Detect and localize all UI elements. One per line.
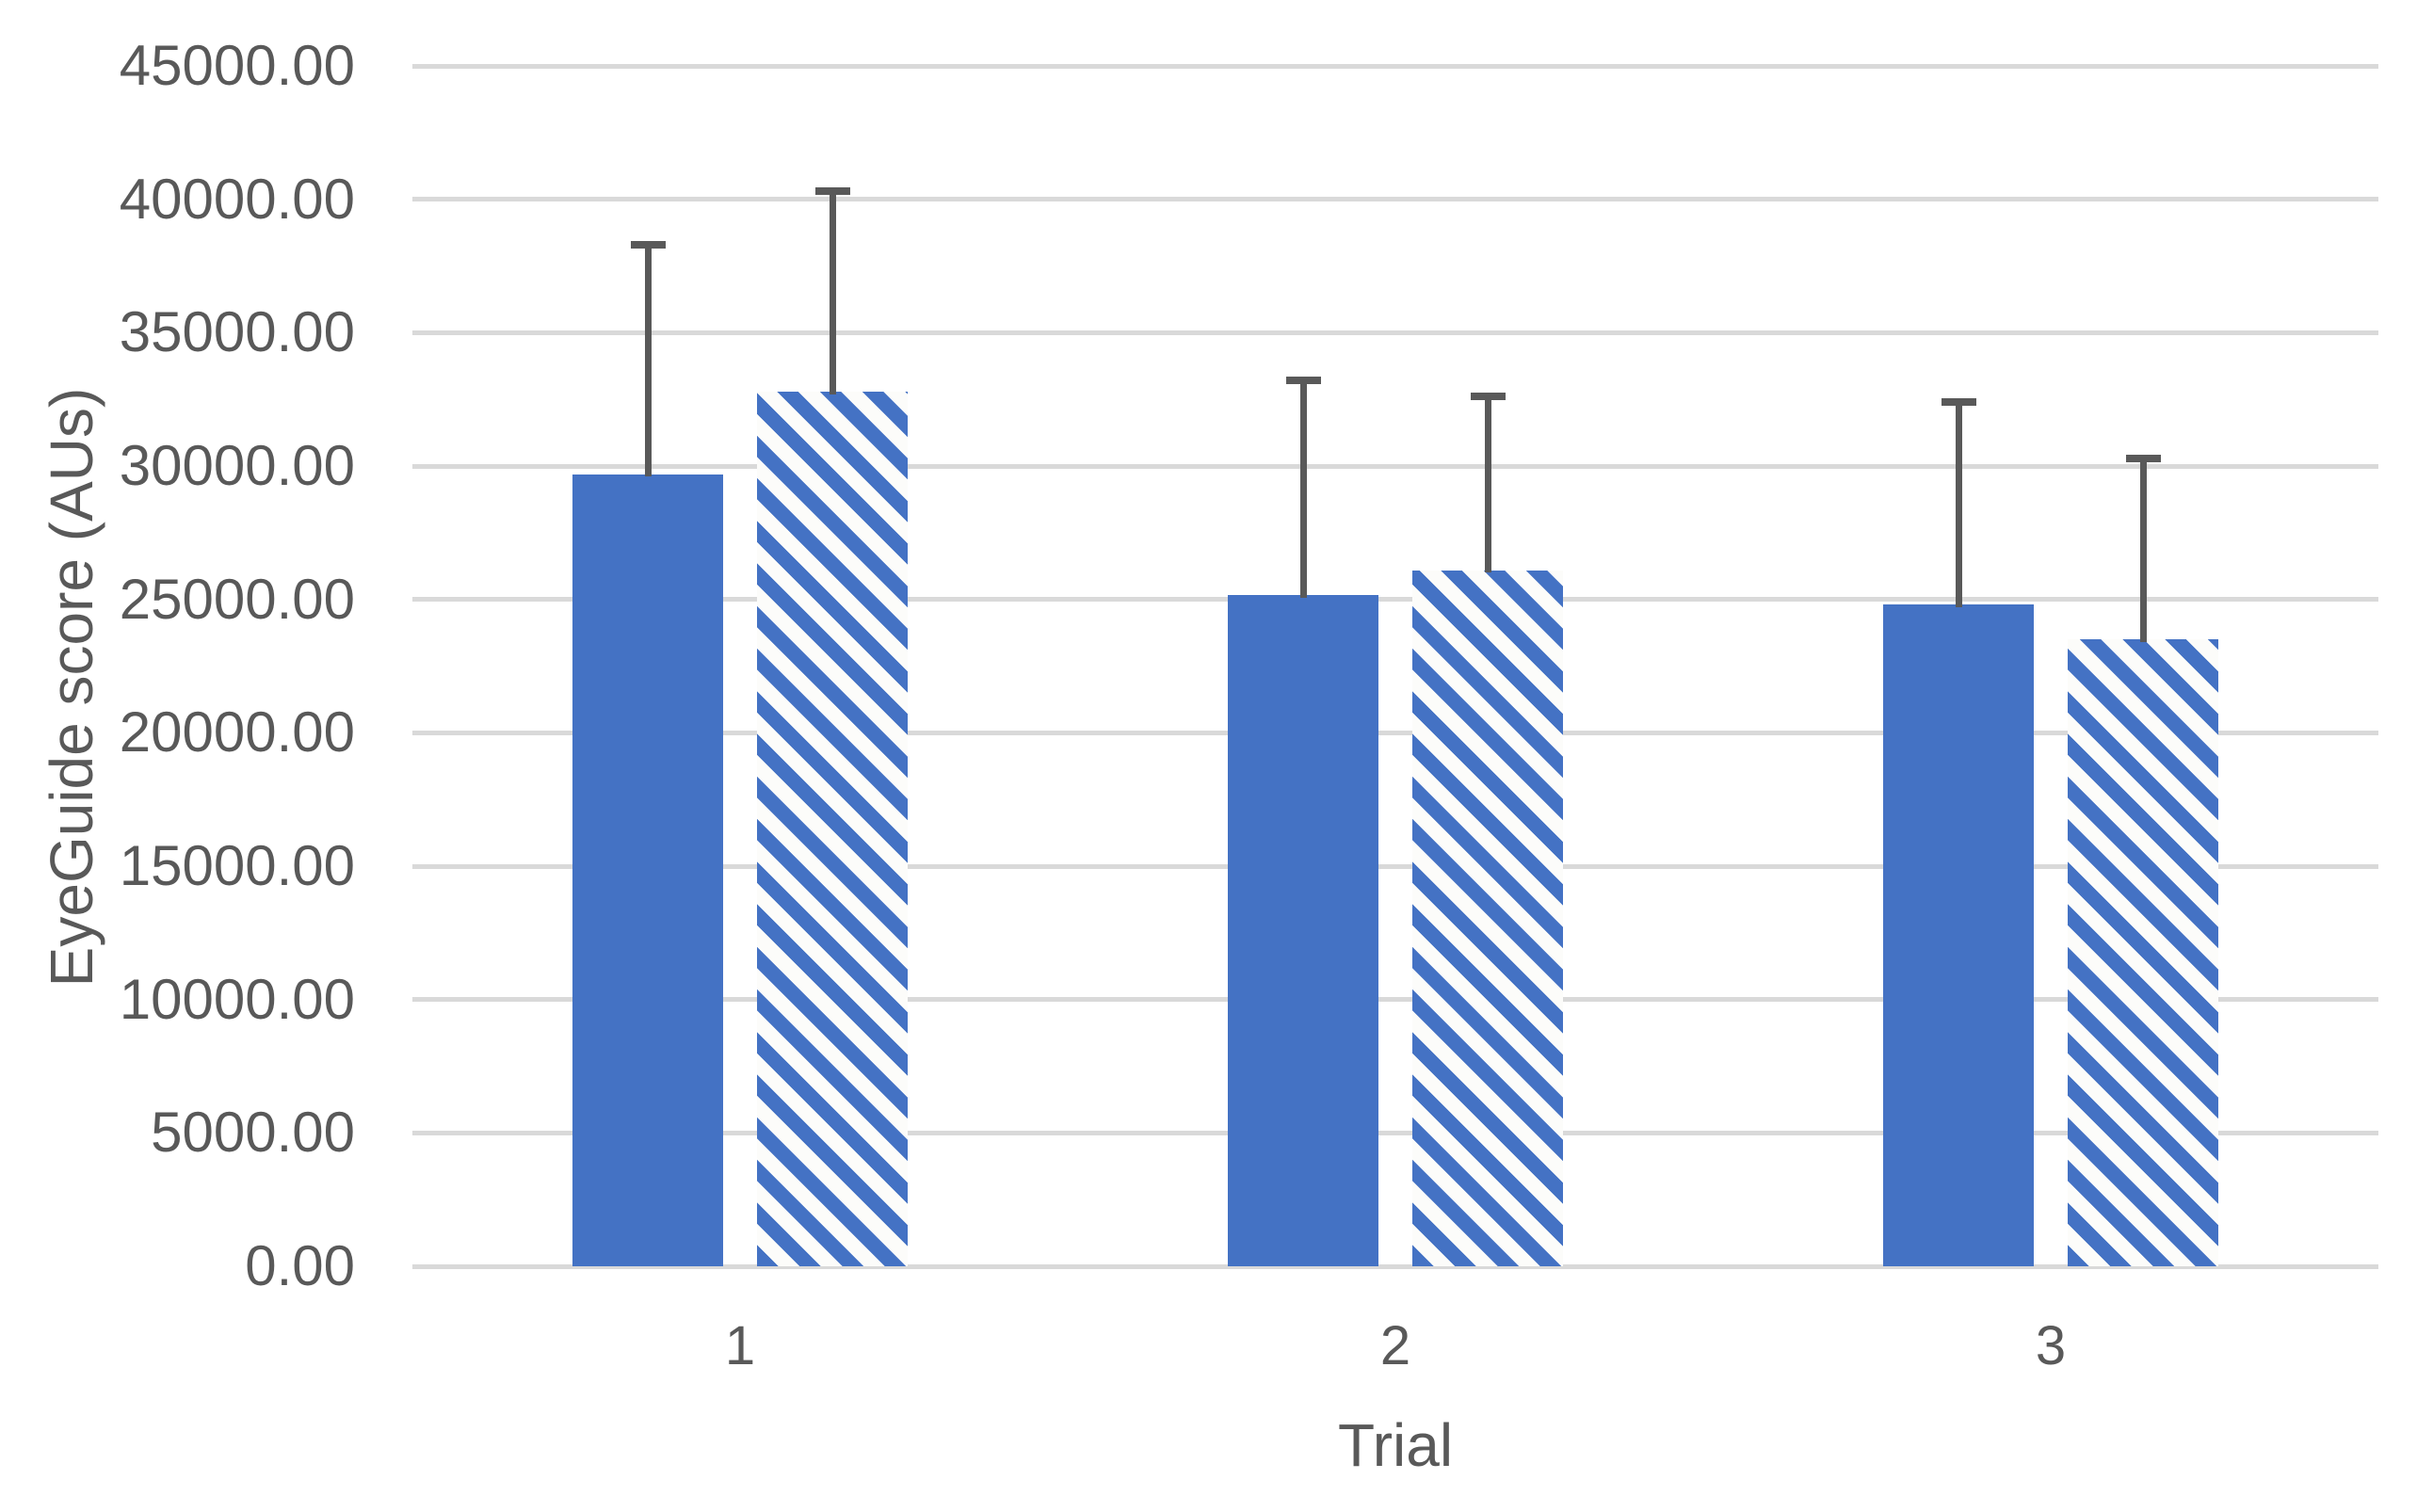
x-axis-title: Trial [1337, 1411, 1454, 1479]
y-tick-label: 25000.00 [119, 567, 355, 631]
error-bar-stem-trial-3-solid-blue[interactable] [1955, 402, 1962, 608]
y-tick-label: 30000.00 [119, 434, 355, 497]
gridline-40000.00 [412, 197, 2378, 202]
gridline-0.00 [412, 1263, 2378, 1269]
y-tick-label: 45000.00 [119, 34, 355, 97]
y-tick-label: 40000.00 [119, 167, 355, 231]
gridline-35000.00 [412, 330, 2378, 335]
error-bar-cap-trial-2-solid-blue[interactable] [1285, 377, 1321, 385]
y-tick-label: 20000.00 [119, 700, 355, 764]
error-bar-cap-trial-3-blue-diagonal-stripe[interactable] [2125, 454, 2161, 462]
y-tick-label: 0.00 [245, 1234, 355, 1297]
error-bar-stem-trial-2-blue-diagonal-stripe[interactable] [1484, 396, 1491, 573]
x-tick-label-3: 3 [2035, 1315, 2067, 1376]
y-tick-label: 10000.00 [119, 967, 355, 1031]
error-bar-cap-trial-1-solid-blue[interactable] [630, 240, 666, 249]
bar-trial-3-solid-blue[interactable] [1883, 604, 2034, 1266]
error-bar-stem-trial-3-blue-diagonal-stripe[interactable] [2139, 458, 2147, 643]
gridline-30000.00 [412, 463, 2378, 469]
error-bar-cap-trial-1-blue-diagonal-stripe[interactable] [814, 187, 850, 196]
y-tick-label: 15000.00 [119, 834, 355, 897]
y-axis-title: EyeGuide score (AUs) [38, 387, 105, 988]
error-bar-stem-trial-2-solid-blue[interactable] [1299, 380, 1307, 599]
gridline-5000.00 [412, 1130, 2378, 1135]
gridline-15000.00 [412, 863, 2378, 869]
gridline-25000.00 [412, 597, 2378, 603]
bar-trial-2-solid-blue[interactable] [1228, 595, 1378, 1266]
y-tick-label: 35000.00 [119, 300, 355, 364]
bar-trial-1-blue-diagonal-stripe[interactable] [757, 391, 908, 1266]
gridline-10000.00 [412, 997, 2378, 1003]
bar-trial-1-solid-blue[interactable] [572, 474, 723, 1266]
bar-trial-3-blue-diagonal-stripe[interactable] [2068, 639, 2218, 1266]
gridline-20000.00 [412, 730, 2378, 735]
error-bar-stem-trial-1-blue-diagonal-stripe[interactable] [829, 191, 836, 394]
error-bar-cap-trial-3-solid-blue[interactable] [1941, 398, 1976, 406]
x-tick-label-1: 1 [724, 1315, 756, 1376]
x-tick-label-2: 2 [1379, 1315, 1411, 1376]
error-bar-stem-trial-1-solid-blue[interactable] [644, 244, 652, 477]
y-tick-label: 5000.00 [151, 1101, 355, 1165]
gridline-45000.00 [412, 63, 2378, 69]
bar-trial-2-blue-diagonal-stripe[interactable] [1412, 570, 1563, 1266]
error-bar-cap-trial-2-blue-diagonal-stripe[interactable] [1470, 393, 1506, 401]
